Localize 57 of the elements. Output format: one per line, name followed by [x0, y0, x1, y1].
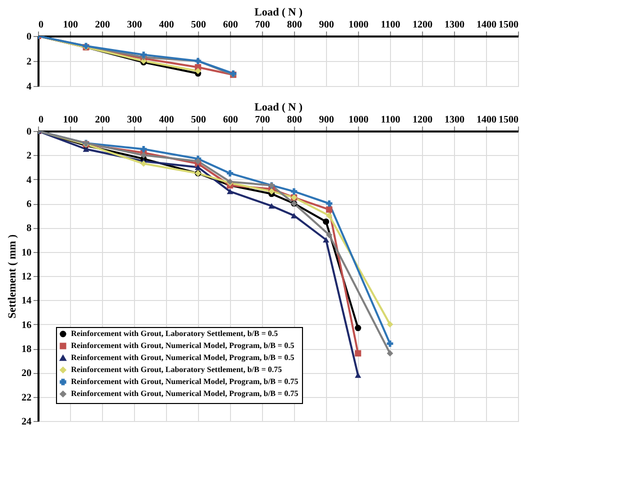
y-tick-label: 6 [26, 199, 32, 210]
x-tick-label: 0 [38, 20, 44, 30]
x-tick-label: 600 [223, 114, 238, 126]
y-tick-label: 10 [22, 247, 32, 258]
x-tick-label: 300 [127, 20, 142, 30]
x-tick-label: 1400 [476, 114, 496, 126]
y-axis-title: Settlement ( mm ) [6, 234, 18, 318]
x-tick-label: 1200 [412, 114, 432, 126]
legend-label: Reinforcement with Grout, Numerical Model, Program, b/B = 0.5 [71, 341, 294, 350]
legend-label: Reinforcement with Grout, Numerical Model, Program, b/B = 0.75 [71, 389, 298, 398]
y-tick-label: 14 [22, 296, 32, 307]
y-tick-label: 8 [26, 223, 32, 234]
legend-label: Reinforcement with Grout, Laboratory Settlement, b/B = 0.5 [71, 329, 278, 338]
x-tick-label: 1400 [476, 20, 496, 30]
x-tick-label: 1100 [380, 20, 400, 30]
x-tick-label: 100 [63, 20, 78, 30]
x-tick-label: 500 [191, 20, 206, 30]
y-tick-label: 20 [22, 368, 32, 380]
x-tick-label: 700 [255, 114, 270, 126]
legend-label: Reinforcement with Grout, Numerical Model, Program, b/B = 0.5 [71, 353, 294, 362]
y-tick-label: 12 [22, 272, 32, 282]
x-tick-label: 1100 [380, 114, 400, 126]
y-tick-label: 16 [22, 320, 32, 331]
x-axis-title: Load ( N ) [254, 6, 303, 18]
x-tick-label: 1500 [498, 20, 518, 30]
x-tick-label: 200 [95, 20, 110, 30]
x-axis-title: Load ( N ) [254, 102, 303, 114]
y-tick-label: 24 [22, 416, 32, 428]
x-tick-label: 400 [159, 114, 174, 126]
y-tick-label: 18 [22, 344, 32, 355]
x-tick-label: 900 [319, 20, 334, 30]
x-tick-label: 1000 [348, 114, 368, 126]
x-tick-label: 1000 [348, 20, 368, 30]
y-tick-label: 2 [26, 56, 32, 68]
x-tick-label: 100 [63, 114, 78, 126]
y-tick-label: 4 [26, 174, 32, 186]
x-tick-label: 500 [191, 114, 206, 126]
legend-label: Reinforcement with Grout, Laboratory Settlement, b/B = 0.75 [71, 365, 282, 374]
x-tick-label: 1300 [444, 20, 464, 30]
y-tick-label: 22 [22, 392, 32, 404]
x-tick-label: 600 [223, 20, 238, 30]
x-tick-label: 700 [255, 20, 270, 30]
y-tick-label: 4 [26, 82, 32, 92]
y-tick-label: 0 [26, 126, 32, 138]
legend-label: Reinforcement with Grout, Numerical Model, Program, b/B = 0.75 [71, 377, 298, 386]
x-tick-label: 900 [319, 114, 334, 126]
x-tick-label: 300 [127, 114, 142, 126]
x-tick-label: 1300 [444, 114, 464, 126]
x-tick-label: 1500 [498, 114, 518, 126]
x-tick-label: 400 [159, 20, 174, 30]
y-tick-label: 2 [26, 150, 32, 162]
x-tick-label: 800 [287, 20, 302, 30]
x-tick-label: 0 [38, 114, 44, 126]
x-tick-label: 1200 [412, 20, 432, 30]
x-tick-label: 200 [95, 114, 110, 126]
x-tick-label: 800 [287, 114, 302, 126]
y-tick-label: 0 [26, 32, 32, 42]
